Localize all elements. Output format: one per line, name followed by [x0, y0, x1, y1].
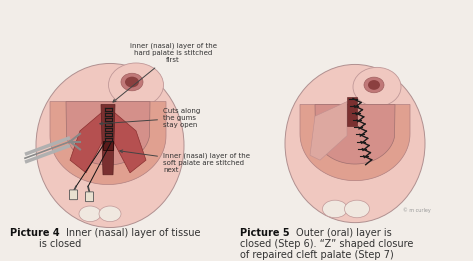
- Text: of repaired cleft palate (Step 7): of repaired cleft palate (Step 7): [240, 250, 394, 260]
- Ellipse shape: [364, 77, 384, 93]
- Text: © m curley: © m curley: [403, 207, 431, 213]
- Polygon shape: [300, 104, 410, 181]
- Polygon shape: [101, 104, 115, 175]
- Ellipse shape: [344, 200, 369, 218]
- Text: Inner (nasal) layer of tissue: Inner (nasal) layer of tissue: [66, 228, 201, 238]
- Polygon shape: [70, 111, 103, 173]
- Ellipse shape: [353, 67, 401, 106]
- Polygon shape: [310, 102, 347, 160]
- Ellipse shape: [99, 206, 121, 222]
- Ellipse shape: [108, 63, 164, 107]
- Ellipse shape: [323, 200, 348, 218]
- Polygon shape: [103, 141, 113, 150]
- FancyBboxPatch shape: [86, 192, 94, 202]
- Text: Outer (oral) layer is: Outer (oral) layer is: [296, 228, 392, 238]
- Text: closed (Step 6). “Z” shaped closure: closed (Step 6). “Z” shaped closure: [240, 239, 413, 249]
- Ellipse shape: [36, 63, 184, 228]
- Ellipse shape: [368, 80, 380, 90]
- Polygon shape: [50, 102, 166, 185]
- Ellipse shape: [125, 77, 139, 87]
- Ellipse shape: [79, 206, 101, 222]
- FancyBboxPatch shape: [70, 190, 78, 200]
- Text: Picture 5: Picture 5: [240, 228, 289, 238]
- Text: inner (nasal) layer of the
hard palate is stitched
first: inner (nasal) layer of the hard palate i…: [113, 43, 217, 102]
- Text: Cuts along
the gums
stay open: Cuts along the gums stay open: [100, 108, 200, 128]
- Ellipse shape: [121, 73, 143, 91]
- Polygon shape: [347, 97, 357, 126]
- Ellipse shape: [285, 64, 425, 223]
- Polygon shape: [66, 102, 150, 165]
- Text: is closed: is closed: [39, 239, 81, 249]
- Polygon shape: [113, 111, 146, 173]
- Polygon shape: [315, 104, 395, 164]
- Text: Inner (nasal) layer of the
soft palate are stitched
next: Inner (nasal) layer of the soft palate a…: [120, 150, 250, 173]
- Text: Picture 4: Picture 4: [10, 228, 60, 238]
